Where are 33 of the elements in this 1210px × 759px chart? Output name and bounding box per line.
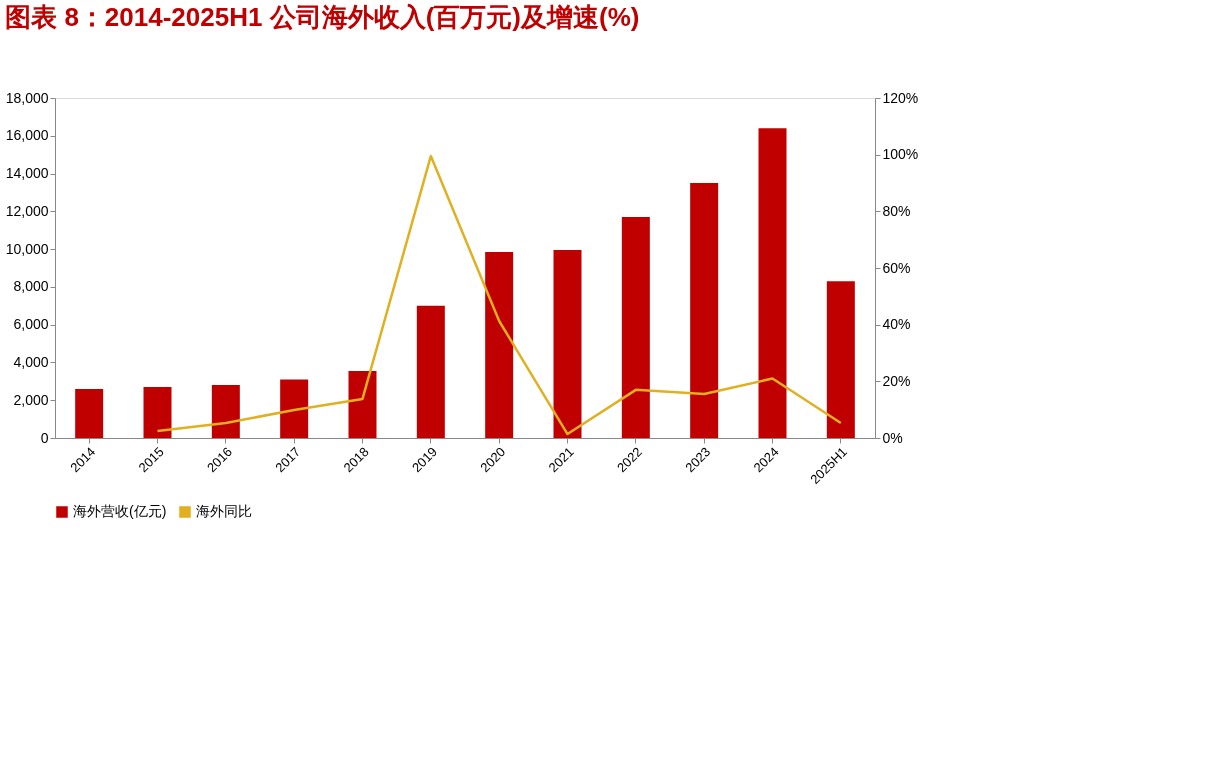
y2-tick-label: 20% — [882, 372, 911, 389]
bar — [826, 281, 855, 438]
bar — [348, 370, 377, 438]
bar — [690, 183, 719, 438]
y-tick-label: 14,000 — [5, 165, 49, 182]
bar — [143, 387, 172, 438]
chart-title: 图表 8：2014-2025H1 公司海外收入(百万元)及增速(%) — [5, 2, 640, 32]
legend-label: 海外同比 — [196, 503, 252, 519]
line-series — [156, 154, 843, 436]
y-tick-label: 18,000 — [5, 89, 49, 106]
y-tick-label: 16,000 — [5, 127, 49, 144]
y-tick-label: 12,000 — [5, 202, 49, 219]
y2-tick-label: 60% — [882, 259, 911, 276]
bar — [416, 305, 445, 438]
y-tick-label: 4,000 — [13, 353, 49, 370]
y-tick-label: 8,000 — [13, 278, 49, 295]
bar — [758, 128, 787, 438]
bar — [553, 250, 582, 438]
y2-tick-label: 120% — [882, 89, 919, 106]
bar — [75, 388, 104, 438]
bar — [211, 385, 240, 438]
bar — [485, 251, 514, 438]
bar — [621, 217, 650, 438]
y2-tick-label: 100% — [882, 146, 919, 163]
bar — [280, 379, 309, 438]
y2-tick-label: 0% — [882, 429, 903, 446]
y2-tick-label: 80% — [882, 202, 911, 219]
y-tick-label: 10,000 — [5, 240, 49, 257]
y-tick-label: 0 — [40, 429, 49, 446]
y-tick-label: 6,000 — [13, 316, 49, 333]
y2-tick-label: 40% — [882, 316, 911, 333]
legend-label: 海外营收(亿元) — [73, 503, 167, 519]
y-tick-label: 2,000 — [13, 391, 49, 408]
